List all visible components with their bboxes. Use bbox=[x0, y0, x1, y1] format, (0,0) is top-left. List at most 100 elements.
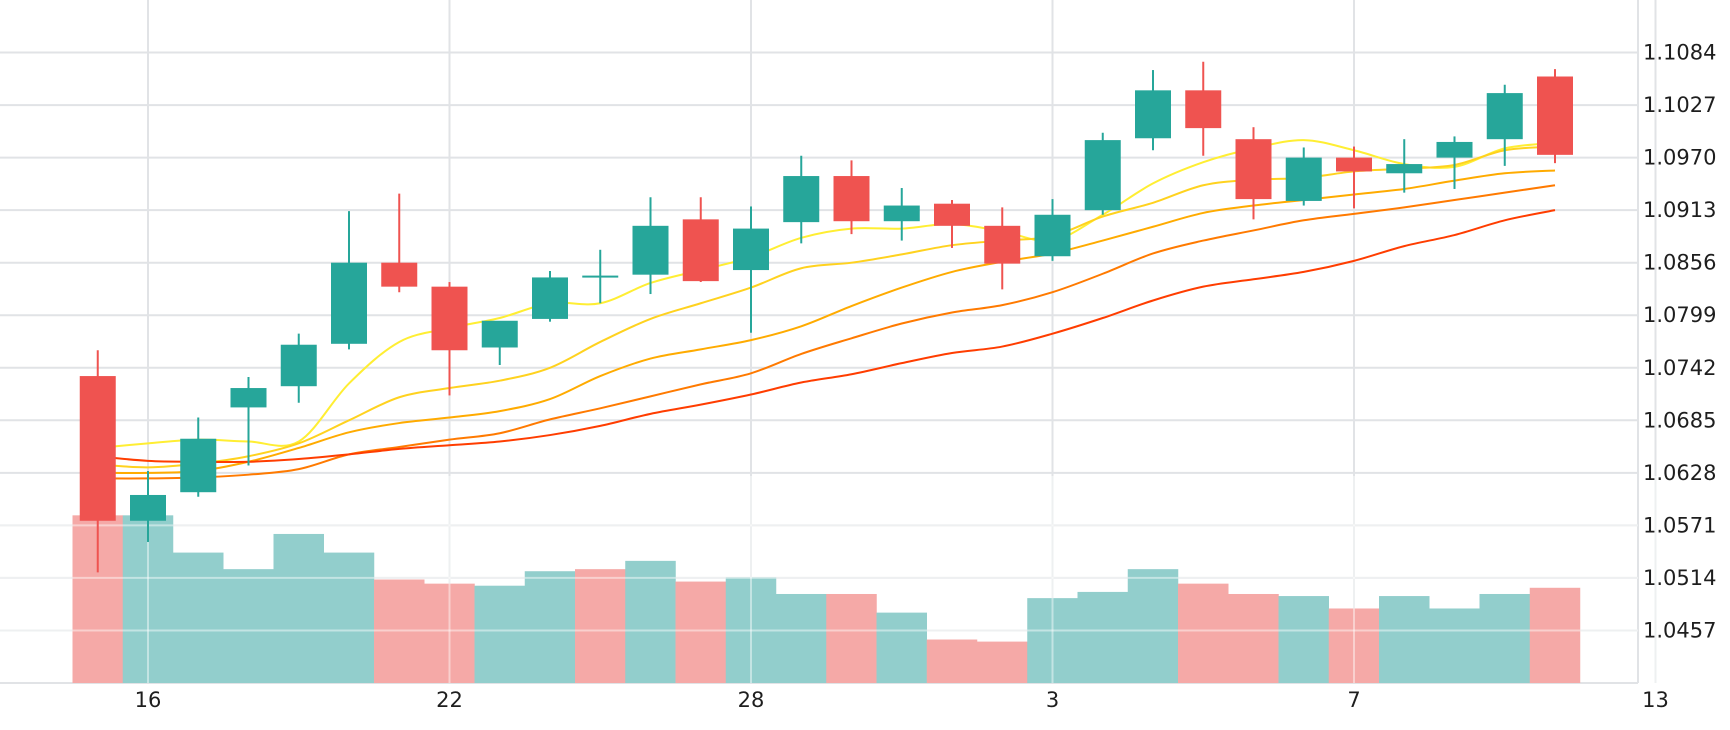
x-tick-label: 28 bbox=[738, 688, 765, 712]
candle bbox=[381, 193, 418, 293]
volume-bar bbox=[625, 560, 676, 683]
y-tick-label: 1.0628 bbox=[1643, 461, 1716, 485]
volume-bar bbox=[1278, 596, 1329, 683]
volume-bar bbox=[1429, 608, 1480, 683]
x-tick-label: 7 bbox=[1347, 688, 1360, 712]
volume-bar bbox=[223, 569, 274, 683]
candle bbox=[230, 376, 267, 466]
candle-body bbox=[532, 277, 568, 319]
candle-body bbox=[331, 262, 367, 344]
candle-body bbox=[1135, 90, 1171, 139]
y-axis: 1.1084 1.1027 1.0970 1.0913 1.0856 1.0799 1.07… bbox=[1643, 41, 1716, 643]
candle bbox=[1537, 69, 1573, 164]
moving-average-line bbox=[97, 209, 1556, 464]
x-tick-label: 16 bbox=[135, 688, 162, 712]
x-tick-label: 13 bbox=[1642, 688, 1669, 712]
y-tick-label: 1.1027 bbox=[1643, 93, 1716, 117]
candle-body bbox=[381, 262, 418, 287]
candle bbox=[934, 200, 970, 248]
y-tick-label: 1.0799 bbox=[1643, 303, 1716, 327]
moving-average-line bbox=[97, 145, 1556, 469]
x-tick-label: 3 bbox=[1046, 688, 1059, 712]
candle-body bbox=[733, 228, 769, 271]
candle-body bbox=[79, 376, 116, 521]
volume-bar bbox=[1379, 596, 1430, 683]
candle-body bbox=[883, 205, 920, 222]
candle bbox=[1185, 61, 1222, 156]
candle-body bbox=[1185, 90, 1222, 129]
volume-bar bbox=[725, 577, 777, 683]
candle-body bbox=[1537, 76, 1573, 155]
moving-average-lines bbox=[97, 139, 1556, 480]
candle-body bbox=[230, 388, 267, 408]
candle bbox=[1336, 146, 1372, 209]
volume-bar bbox=[173, 552, 224, 683]
volume-bar bbox=[1178, 583, 1229, 683]
candle-body bbox=[582, 275, 619, 278]
candle-body bbox=[934, 203, 970, 226]
volume-bar bbox=[977, 641, 1028, 683]
candle-body bbox=[280, 344, 317, 387]
candle-body bbox=[431, 286, 468, 351]
volume-bar bbox=[926, 639, 978, 683]
volume-bar bbox=[122, 515, 174, 683]
candle bbox=[1135, 70, 1171, 151]
volume-bar bbox=[826, 593, 877, 683]
candle-body bbox=[130, 494, 166, 521]
candle bbox=[431, 282, 468, 396]
y-tick-label: 1.0913 bbox=[1643, 198, 1716, 222]
y-tick-label: 1.0970 bbox=[1643, 146, 1716, 170]
volume-bar bbox=[1077, 591, 1128, 683]
moving-average-line bbox=[97, 184, 1556, 480]
candle bbox=[280, 333, 317, 403]
candle bbox=[1034, 199, 1071, 261]
candle-body bbox=[1386, 164, 1423, 174]
candle-body bbox=[481, 320, 518, 348]
volume-bar bbox=[776, 593, 827, 683]
volume-bar bbox=[374, 579, 425, 683]
candle bbox=[1486, 84, 1523, 166]
candle bbox=[331, 211, 367, 350]
candle bbox=[1235, 127, 1272, 220]
y-tick-label: 1.1084 bbox=[1643, 41, 1716, 65]
candle bbox=[582, 249, 619, 304]
candle-body bbox=[984, 225, 1021, 264]
candles bbox=[79, 61, 1573, 573]
volume-bar bbox=[273, 533, 324, 683]
candle-body bbox=[833, 176, 870, 222]
candle bbox=[130, 471, 166, 542]
volume-bar bbox=[1127, 569, 1179, 683]
x-axis: 16222837131925 bbox=[135, 688, 1669, 712]
candle bbox=[1285, 147, 1322, 206]
candle bbox=[1084, 132, 1121, 215]
candle-body bbox=[783, 176, 820, 223]
candle bbox=[481, 320, 518, 366]
volume-bar bbox=[1479, 593, 1530, 683]
volume-bar bbox=[575, 569, 626, 683]
candle bbox=[883, 188, 920, 241]
candle bbox=[682, 197, 719, 283]
candle bbox=[833, 160, 870, 235]
y-tick-label: 1.0685 bbox=[1643, 408, 1716, 432]
volume-bar bbox=[1027, 598, 1078, 683]
moving-average-line bbox=[97, 139, 1556, 449]
candle-body bbox=[1285, 157, 1322, 201]
candle-body bbox=[1486, 93, 1523, 140]
volume-bar bbox=[1529, 587, 1581, 683]
candle-body bbox=[1084, 140, 1121, 211]
candle-body bbox=[1336, 157, 1372, 172]
candle-body bbox=[1436, 141, 1473, 158]
volume-bar bbox=[524, 571, 576, 683]
candle-body bbox=[1235, 139, 1272, 200]
volume-bar bbox=[1328, 608, 1380, 683]
volume-bar bbox=[424, 583, 475, 683]
candle bbox=[984, 207, 1021, 290]
volume-bar bbox=[876, 612, 927, 683]
candle bbox=[1386, 139, 1423, 193]
volume-bar bbox=[1228, 593, 1279, 683]
candle-body bbox=[180, 438, 217, 493]
volume-bars bbox=[0, 476, 1657, 683]
candle bbox=[733, 206, 769, 333]
candle-body bbox=[1034, 214, 1071, 257]
candle bbox=[783, 155, 820, 244]
